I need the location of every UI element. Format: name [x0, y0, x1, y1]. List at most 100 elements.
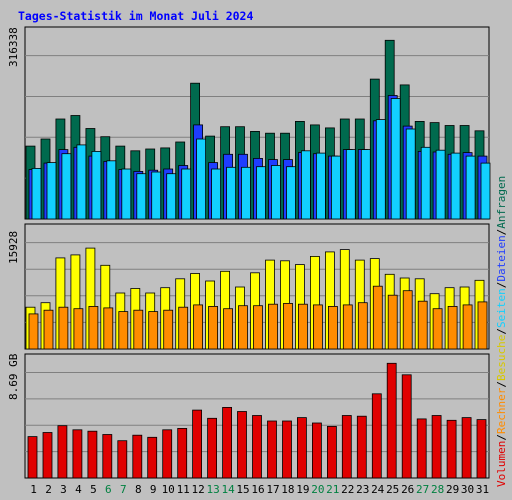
- bar-seiten-1: [31, 167, 42, 220]
- legend-sep5: /: [495, 229, 508, 236]
- x-tick-label: 17: [266, 483, 279, 496]
- bar-volumen-8: [132, 434, 143, 479]
- bar-rechner-13: [208, 305, 219, 350]
- bar-volumen-23: [356, 415, 367, 479]
- y-max-label: 316338: [7, 27, 20, 67]
- bar-seiten-19: [300, 150, 311, 220]
- bar-volumen-14: [222, 406, 233, 479]
- bar-volumen-7: [117, 440, 128, 479]
- bar-seiten-25: [390, 98, 401, 220]
- bar-seiten-10: [166, 173, 177, 220]
- legend: Volumen/Rechner/Besuche/Seiten/Dateien/A…: [495, 176, 508, 487]
- bar-seiten-4: [76, 144, 87, 220]
- panel-besuche-rechner: 15928: [7, 223, 490, 350]
- x-tick-label: 16: [251, 483, 264, 496]
- x-tick-label: 19: [296, 483, 309, 496]
- x-tick-label: 30: [461, 483, 474, 496]
- bar-rechner-21: [327, 305, 338, 350]
- bar-rechner-28: [432, 308, 443, 350]
- bar-volumen-6: [102, 434, 113, 479]
- x-tick-label: 13: [206, 483, 219, 496]
- bar-seiten-27: [420, 146, 431, 220]
- bar-seiten-26: [405, 128, 416, 220]
- bar-volumen-3: [57, 425, 68, 479]
- bar-volumen-22: [341, 415, 352, 479]
- bar-volumen-18: [282, 420, 292, 479]
- x-tick-label: 15: [236, 483, 249, 496]
- legend-dateien: Dateien: [495, 235, 508, 281]
- x-tick-label: 21: [326, 483, 339, 496]
- bar-seiten-15: [241, 166, 251, 220]
- bar-volumen-13: [207, 417, 218, 479]
- bar-rechner-30: [462, 304, 473, 350]
- bar-volumen-5: [87, 430, 98, 479]
- bar-seiten-16: [256, 166, 266, 220]
- bar-rechner-8: [133, 309, 144, 350]
- bar-rechner-25: [387, 294, 398, 350]
- bar-seiten-31: [480, 162, 491, 220]
- x-tick-label: 20: [311, 483, 324, 496]
- bar-volumen-11: [177, 427, 188, 479]
- bar-seiten-23: [360, 149, 371, 220]
- bar-volumen-27: [416, 418, 427, 479]
- y-max-label: 8.69 GB: [7, 353, 20, 400]
- bar-volumen-31: [476, 419, 487, 479]
- bar-rechner-12: [193, 304, 204, 350]
- bar-volumen-10: [162, 429, 173, 479]
- legend-sep4: /: [495, 282, 508, 289]
- series-volumen: [27, 362, 487, 479]
- bar-volumen-16: [252, 415, 262, 479]
- bar-rechner-20: [312, 304, 323, 350]
- bar-rechner-23: [357, 302, 368, 350]
- bar-seiten-29: [450, 152, 461, 220]
- chart-panels: 316338 15928 8.69 GB: [7, 26, 491, 479]
- bar-rechner-15: [238, 305, 248, 350]
- legend-volumen: Volumen: [495, 441, 508, 487]
- bar-volumen-29: [446, 419, 457, 479]
- bar-volumen-1: [27, 436, 38, 479]
- bar-volumen-15: [237, 411, 247, 479]
- bar-seiten-2: [46, 162, 57, 220]
- x-tick-label: 5: [90, 483, 97, 496]
- bar-rechner-22: [342, 304, 353, 350]
- x-tick-label: 14: [221, 483, 235, 496]
- bar-volumen-26: [401, 374, 412, 479]
- x-tick-label: 12: [191, 483, 204, 496]
- legend-sep3: /: [495, 328, 508, 335]
- bar-volumen-21: [326, 425, 337, 479]
- series-rechner: [28, 285, 488, 350]
- x-tick-label: 29: [446, 483, 459, 496]
- bar-seiten-6: [106, 160, 117, 220]
- bar-volumen-20: [311, 422, 322, 479]
- legend-seiten: Seiten: [495, 288, 508, 328]
- bar-seiten-24: [375, 119, 386, 220]
- x-tick-label: 9: [150, 483, 157, 496]
- bar-rechner-29: [447, 305, 458, 350]
- legend-rechner: Rechner: [495, 387, 508, 434]
- x-tick-label: 27: [416, 483, 429, 496]
- bar-rechner-10: [163, 309, 174, 350]
- x-tick-label: 1: [30, 483, 37, 496]
- x-axis: 1 2 3 4 5 6 7 8 9 10 11 12 13 14 15 16 17 18 19 20 21 22 23 24 2…: [30, 483, 489, 496]
- x-tick-label: 7: [120, 483, 127, 496]
- x-tick-label: 22: [341, 483, 354, 496]
- bar-rechner-1: [28, 313, 39, 350]
- bar-seiten-9: [151, 171, 162, 220]
- legend-anfragen: Anfragen: [495, 176, 508, 229]
- bar-rechner-9: [148, 311, 159, 350]
- x-tick-label: 24: [371, 483, 385, 496]
- bar-rechner-14: [223, 308, 234, 350]
- bar-rechner-16: [253, 305, 263, 350]
- x-tick-label: 31: [476, 483, 489, 496]
- bar-volumen-30: [461, 417, 472, 479]
- bar-seiten-13: [211, 168, 222, 220]
- x-tick-label: 28: [431, 483, 444, 496]
- chart-title: Tages-Statistik im Monat Juli 2024: [18, 9, 253, 23]
- bar-rechner-6: [103, 307, 114, 350]
- bar-seiten-7: [121, 168, 132, 220]
- bar-seiten-11: [181, 168, 192, 220]
- legend-besuche: Besuche: [495, 335, 508, 381]
- bar-seiten-17: [271, 165, 281, 220]
- series-seiten: [31, 98, 491, 220]
